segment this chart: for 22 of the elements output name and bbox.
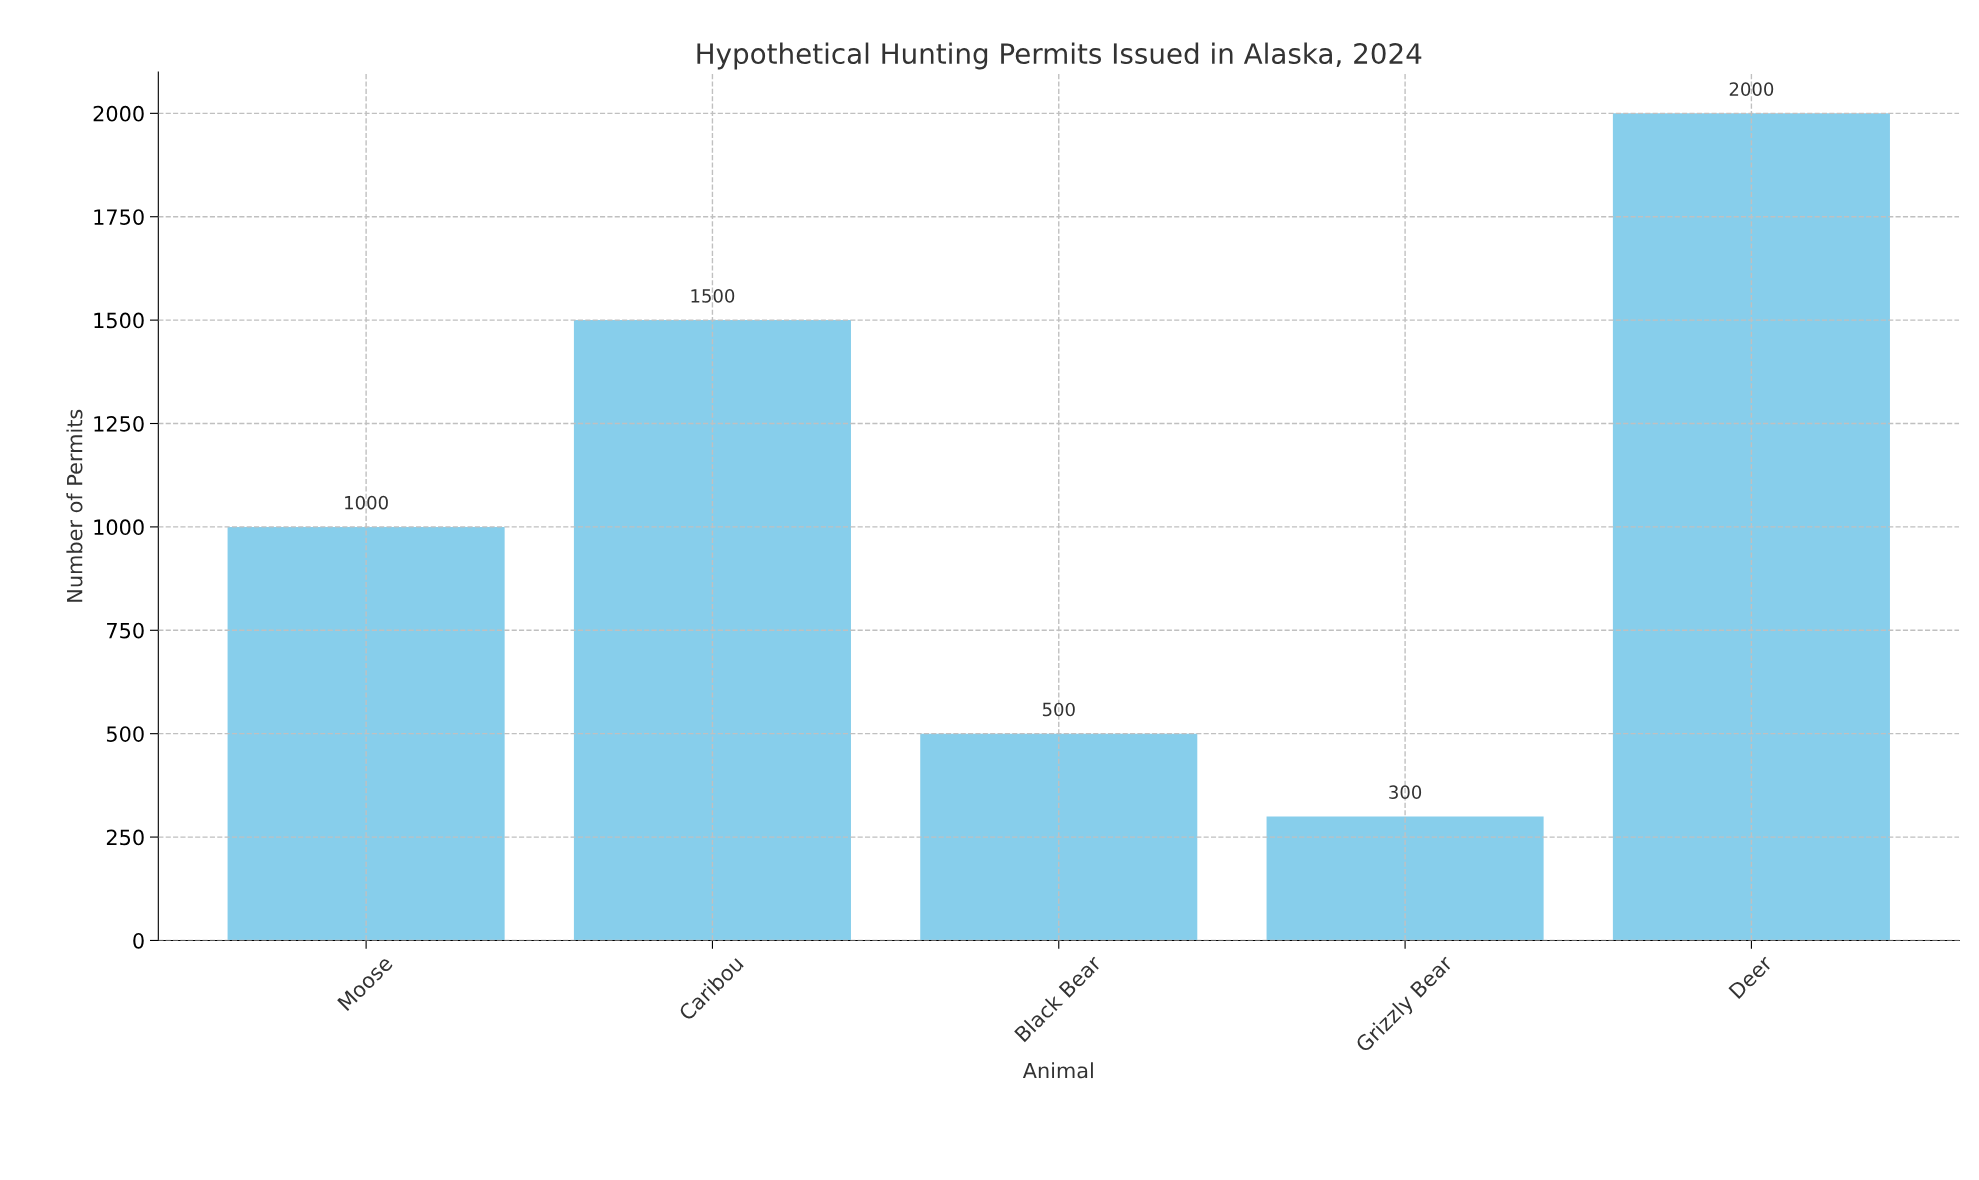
x-axis-title: Animal bbox=[1022, 1062, 1093, 1079]
y-tick-label: 0 bbox=[133, 932, 144, 949]
data-label: 2000 bbox=[1729, 82, 1774, 96]
bar bbox=[573, 320, 851, 941]
y-tick-label: 750 bbox=[107, 622, 144, 639]
data-label: 1500 bbox=[691, 289, 735, 303]
bar bbox=[227, 526, 505, 941]
bar bbox=[1612, 113, 1890, 941]
y-tick-label: 2000 bbox=[93, 105, 144, 122]
y-axis-title: Number of Permits bbox=[66, 409, 83, 602]
y-tick-label: 1000 bbox=[94, 519, 144, 536]
y-tick-label: 500 bbox=[106, 726, 144, 742]
y-tick-label: 250 bbox=[106, 829, 144, 846]
data-label: 1000 bbox=[345, 495, 388, 510]
data-label: 300 bbox=[1389, 785, 1422, 799]
data-label: 500 bbox=[1042, 702, 1075, 717]
bar bbox=[920, 733, 1198, 941]
y-tick-label: 1500 bbox=[94, 312, 144, 329]
bar bbox=[1266, 816, 1544, 941]
y-tick-label: 1250 bbox=[94, 415, 144, 432]
chart-title: Hypothetical Hunting Permits Issued in Alaska, 2024 bbox=[697, 42, 1422, 70]
y-tick-label: 1750 bbox=[94, 209, 144, 225]
